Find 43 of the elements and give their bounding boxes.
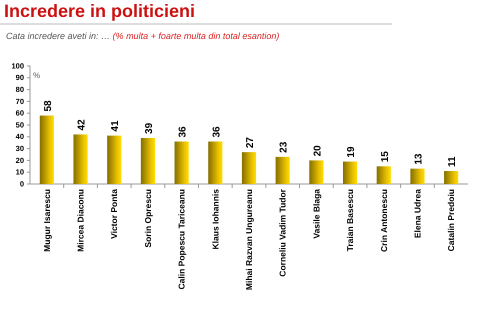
data-label: 58: [42, 100, 54, 112]
bar: [276, 156, 290, 184]
x-tick-label: Mircea Diaconu: [76, 189, 86, 252]
data-label: 20: [312, 144, 324, 156]
x-tick-label: Catalin Predoiu: [446, 189, 456, 252]
x-tick-label: Calin Popescu Tariceanu: [176, 189, 187, 290]
bar: [208, 142, 222, 184]
x-tick-label: Mihai Razvan Ungureanu: [244, 189, 254, 290]
x-tick-label: Klaus Iohannis: [210, 188, 220, 250]
data-label: 39: [144, 122, 155, 134]
y-axis-title: %: [33, 71, 40, 80]
data-label: 19: [346, 146, 358, 158]
bar: [444, 171, 458, 184]
x-tick-label: Elena Udrea: [412, 188, 422, 238]
data-label: 23: [278, 141, 290, 153]
bar: [40, 116, 54, 184]
bar: [343, 162, 358, 184]
bar: [107, 136, 122, 184]
x-tick-label: Vasile Blaga: [311, 188, 322, 239]
bar: [140, 138, 155, 184]
data-label: 11: [447, 156, 458, 168]
bar: [410, 168, 425, 184]
bar: [73, 134, 88, 184]
x-tick-label: Mugur Isarescu: [42, 189, 52, 252]
x-tick-label: Traian Basescu: [345, 189, 356, 252]
x-tick-label: Crin Antonescu: [378, 189, 389, 252]
bar: [309, 160, 324, 184]
x-tick-label: Victor Ponta: [109, 188, 120, 239]
data-label: 15: [380, 150, 391, 162]
x-tick-label: Sorin Oprescu: [142, 189, 153, 248]
bar: [376, 166, 391, 184]
data-label: 41: [110, 120, 122, 132]
data-label: 27: [245, 136, 256, 148]
bar: [174, 142, 189, 184]
chart-title: Incredere in politicieni: [4, 1, 196, 21]
data-label: 13: [413, 153, 424, 165]
text: (% multa + foarte multa din total esantion): [112, 31, 280, 41]
data-label: 36: [178, 126, 189, 138]
data-label: 42: [76, 118, 88, 130]
data-label: 36: [211, 126, 222, 138]
bar: [242, 152, 256, 184]
chart-subtitle: Cata incredere aveti in: …: [6, 31, 113, 41]
x-tick-label: Corneliu Vadim Tudor: [278, 188, 288, 277]
